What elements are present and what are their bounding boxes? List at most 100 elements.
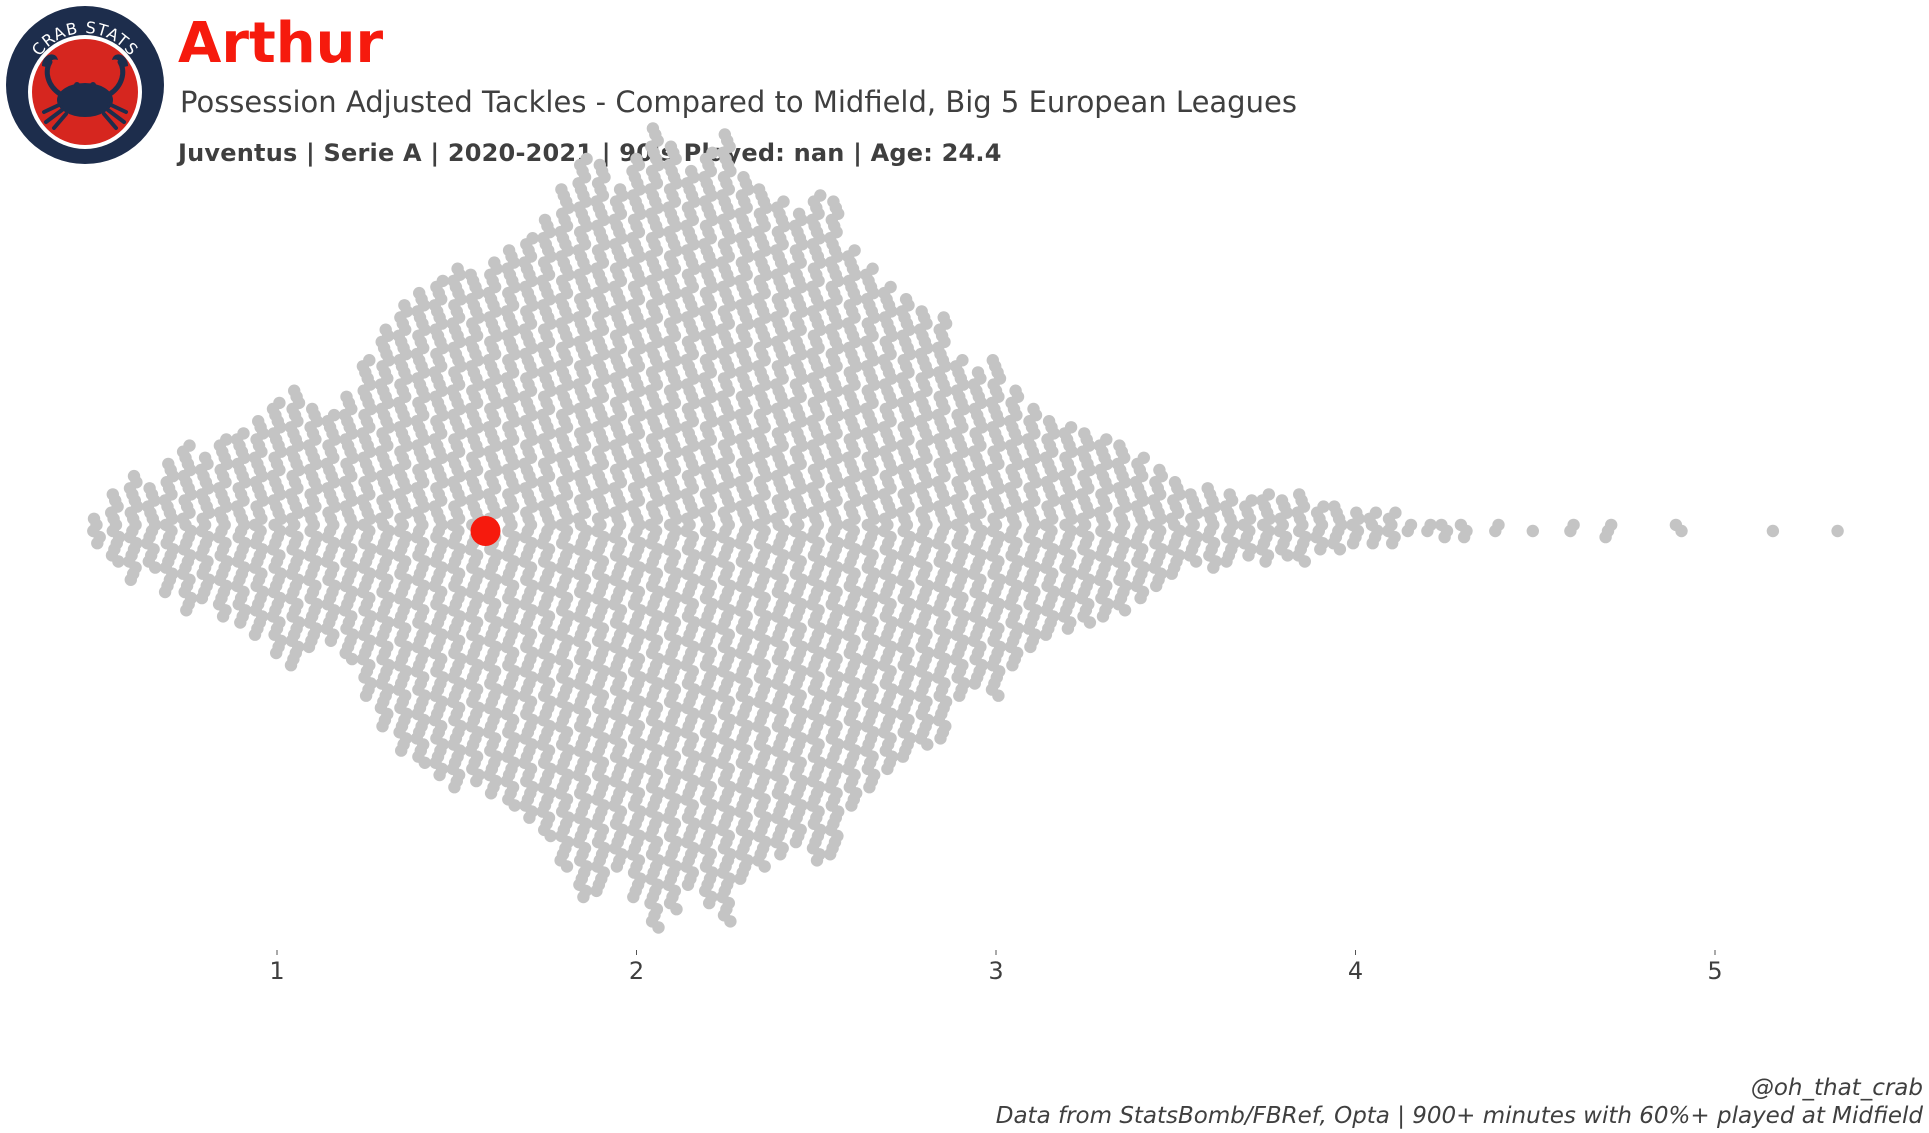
swarm-dot <box>1766 524 1780 538</box>
swarm-dot <box>1165 567 1179 580</box>
swarm-dot <box>1064 421 1078 434</box>
swarm-dot <box>1137 451 1151 464</box>
swarm-dot <box>1189 555 1203 568</box>
swarm-dot <box>810 854 824 867</box>
swarm-dot <box>884 280 897 294</box>
swarm-dot <box>451 262 464 275</box>
swarm-dot <box>124 573 137 586</box>
swarm-dot <box>953 689 966 702</box>
swarm-dot <box>971 366 985 379</box>
swarm-dot <box>956 354 969 367</box>
highlight-layer <box>470 516 501 546</box>
swarm-dot <box>789 835 803 849</box>
swarm-dot <box>436 274 449 288</box>
x-tick-label: 4 <box>1348 957 1363 985</box>
swarm-dot <box>992 689 1005 702</box>
swarm-dot <box>340 390 353 403</box>
swarm-dot <box>845 799 858 812</box>
swarm-dot <box>863 781 876 794</box>
swarm-dot <box>1027 402 1040 416</box>
swarm-dot <box>814 189 827 202</box>
swarm-dot <box>508 799 521 812</box>
swarm-dot <box>610 860 624 873</box>
swarm-dot <box>1134 591 1147 605</box>
swarm-dot <box>395 744 408 757</box>
x-tick-label: 1 <box>269 957 284 985</box>
swarm-dot <box>792 207 806 220</box>
swarm-dot <box>248 628 262 641</box>
swarm-dot <box>1061 622 1075 635</box>
swarm-dot <box>652 921 665 934</box>
swarm-dot <box>1350 506 1363 519</box>
swarm-dot <box>1669 518 1683 532</box>
swarm-dot <box>758 860 771 873</box>
swarm-dot <box>555 183 568 196</box>
swarm-dot <box>627 890 640 904</box>
swarm-dot <box>681 878 695 891</box>
swarm-dot <box>1113 439 1126 452</box>
swarm-dot <box>1223 488 1236 501</box>
swarm-dot <box>198 451 212 464</box>
swarm-dot <box>488 256 501 269</box>
swarm-dot <box>112 555 125 568</box>
swarm-dot <box>544 829 557 843</box>
swarm-dot <box>774 848 787 861</box>
swarm-dot <box>1039 628 1053 641</box>
swarm-dot <box>180 604 193 617</box>
swarm-dot <box>1275 494 1289 507</box>
swarm-dot <box>630 152 643 166</box>
swarm-dot <box>1100 433 1113 446</box>
swarm-dot <box>580 152 593 166</box>
swarm-dot <box>1293 488 1306 501</box>
swarm-dot <box>706 146 719 159</box>
x-tick-label: 3 <box>988 957 1003 985</box>
swarm-dot <box>448 781 461 794</box>
swarm-dot <box>1153 463 1166 477</box>
swarm-dot <box>302 640 316 654</box>
swarm-dot <box>484 787 498 800</box>
x-tick-label: 2 <box>629 957 644 985</box>
swarm-dot <box>1366 537 1379 550</box>
swarm-dot <box>590 884 603 898</box>
swarm-dot <box>1333 543 1347 556</box>
swarm-dot <box>937 311 950 324</box>
swarm-dot <box>593 158 606 172</box>
swarm-dot <box>433 768 446 782</box>
swarm-dot <box>195 591 209 605</box>
swarm-dot <box>1328 500 1341 513</box>
swarm-dot <box>664 140 678 153</box>
swarm-dot <box>881 762 894 776</box>
swarm-dot <box>1118 604 1132 617</box>
swarm-dot <box>376 720 389 733</box>
swarm-dot <box>827 195 840 208</box>
swarm-dot <box>306 402 319 416</box>
swarm-dot <box>523 811 536 824</box>
swarm-dot <box>718 128 731 141</box>
swarm-dot <box>91 537 104 550</box>
crab-icon <box>42 54 128 130</box>
swarm-dots <box>87 122 1844 934</box>
data-source-note: Data from StatsBomb/FBRef, Opta | 900+ m… <box>995 1103 1923 1129</box>
swarm-dot <box>1599 530 1612 544</box>
swarm-dot <box>87 512 101 525</box>
swarm-dot <box>1605 518 1618 532</box>
swarm-dot <box>1831 524 1844 538</box>
swarm-dot <box>470 774 483 788</box>
swarm-dot <box>1262 488 1276 501</box>
swarm-dot <box>1386 537 1399 550</box>
swarm-dot <box>418 756 431 769</box>
swarm-dot <box>252 415 265 428</box>
swarm-dot <box>327 408 341 422</box>
player-name-title: Arthur <box>178 11 384 76</box>
swarm-dot <box>724 915 737 928</box>
swarm-dot <box>1438 530 1451 544</box>
swarm-dot <box>1006 659 1019 672</box>
swarm-dot <box>848 244 861 257</box>
crab-stats-logo: CRAB STATS <box>6 6 164 164</box>
highlight-player-dot <box>470 516 501 546</box>
swarm-dot <box>273 396 286 410</box>
swarm-dot <box>502 244 516 257</box>
swarm-dot <box>127 469 141 483</box>
swarm-dot <box>526 232 539 245</box>
